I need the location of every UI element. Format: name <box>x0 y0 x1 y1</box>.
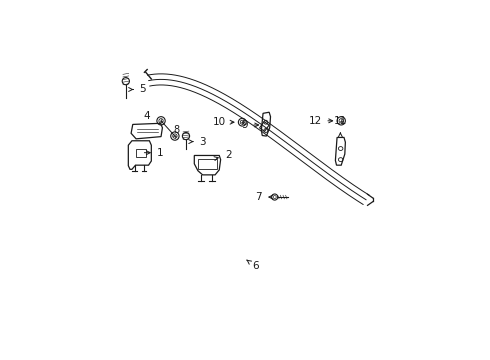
Text: 4: 4 <box>143 111 149 121</box>
Text: 2: 2 <box>214 150 231 161</box>
Text: 3: 3 <box>189 136 206 147</box>
Text: 1: 1 <box>145 148 164 158</box>
Text: 10: 10 <box>213 117 234 127</box>
Text: 9: 9 <box>242 120 259 130</box>
Text: 7: 7 <box>256 192 273 202</box>
Bar <box>136 149 146 157</box>
Text: 11: 11 <box>334 116 347 137</box>
Text: 8: 8 <box>173 125 180 135</box>
Text: 12: 12 <box>309 116 333 126</box>
Text: 5: 5 <box>128 85 146 94</box>
Bar <box>198 159 217 169</box>
Text: 6: 6 <box>247 260 259 271</box>
Bar <box>260 122 269 131</box>
